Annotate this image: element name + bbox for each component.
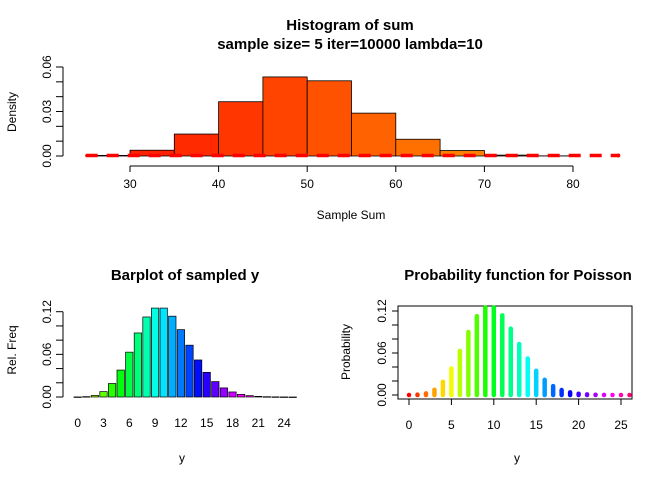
barplot-bar <box>185 344 194 398</box>
histogram-subtitle: sample size= 5 iter=10000 lambda=10 <box>217 36 483 53</box>
barplot-bar <box>168 315 177 398</box>
barplot-bar <box>151 307 160 398</box>
y-tick-label: 0.00 <box>375 383 389 407</box>
x-tick-label: 70 <box>478 177 492 191</box>
poisson-panel: Probability function for Poisson 0 5 10 15 2… <box>339 267 633 465</box>
histogram-title: Histogram of sum <box>286 17 414 34</box>
poisson-y-label: Probability <box>339 324 353 380</box>
barplot-bar <box>245 395 254 398</box>
barplot-bar <box>280 396 289 398</box>
x-tick-label: 15 <box>200 416 214 430</box>
barplot-bar <box>142 316 151 398</box>
barplot-y-label: Rel. Freq <box>5 325 19 374</box>
x-tick-label: 0 <box>406 418 413 432</box>
x-tick-label: 6 <box>126 416 133 430</box>
barplot-bar <box>116 369 125 398</box>
barplot-bar <box>211 381 220 398</box>
histogram-x-label: Sample Sum <box>317 208 386 222</box>
x-tick-label: 21 <box>252 416 266 430</box>
x-tick-label: 50 <box>301 177 315 191</box>
x-tick-label: 9 <box>152 416 159 430</box>
barplot-x-axis: 0 3 6 9 12 15 18 21 24 <box>74 416 291 430</box>
x-tick-label: 60 <box>389 177 403 191</box>
x-tick-label: 25 <box>614 418 628 432</box>
y-tick-label: 0.06 <box>40 342 54 366</box>
barplot-bar <box>194 359 203 398</box>
histogram-bar <box>218 101 264 157</box>
barplot-bar <box>82 396 91 398</box>
density-endpoint <box>616 153 621 158</box>
barplot-panel: Barplot of sampled y 0 3 6 9 12 15 18 21 24 0.00… <box>5 267 297 465</box>
y-tick-label: 0.00 <box>40 385 54 409</box>
histogram-panel: Histogram of sum sample size= 5 iter=100… <box>5 17 621 222</box>
x-tick-label: 10 <box>487 418 501 432</box>
barplot-bar <box>271 396 280 398</box>
y-tick-label: 0.00 <box>40 144 54 168</box>
poisson-title: Probability function for Poisson <box>404 267 632 284</box>
barplot-bar <box>73 396 82 398</box>
barplot-title: Barplot of sampled y <box>111 267 260 284</box>
histogram-bar <box>439 150 485 157</box>
x-tick-label: 80 <box>566 177 580 191</box>
barplot-bar <box>288 396 297 398</box>
barplot-bars <box>73 307 297 398</box>
histogram-bar <box>351 112 397 157</box>
poisson-y-axis: 0.00 0.06 0.12 <box>375 299 399 407</box>
poisson-plot-box <box>397 305 633 400</box>
poisson-x-label: y <box>514 451 520 465</box>
x-tick-label: 12 <box>174 416 188 430</box>
y-tick-label: 0.12 <box>375 299 389 323</box>
barplot-y-axis: 0.00 0.06 0.12 <box>40 300 64 409</box>
x-tick-label: 15 <box>530 418 544 432</box>
barplot-bar <box>202 371 211 398</box>
x-tick-label: 24 <box>277 416 291 430</box>
histogram-y-label: Density <box>5 92 19 132</box>
histogram-bar <box>395 138 441 157</box>
barplot-bar <box>108 383 117 398</box>
barplot-x-label: y <box>179 451 185 465</box>
x-tick-label: 30 <box>123 177 137 191</box>
y-tick-label: 0.06 <box>40 55 54 79</box>
x-tick-label: 0 <box>74 416 81 430</box>
x-tick-label: 18 <box>226 416 240 430</box>
barplot-bar <box>176 329 185 398</box>
barplot-bar <box>90 395 99 398</box>
histogram-overlay <box>85 153 621 158</box>
barplot-bar <box>228 391 237 398</box>
histogram-bars <box>85 76 574 157</box>
barplot-bar <box>159 307 168 398</box>
histogram-x-axis: 30 40 50 60 70 80 <box>123 165 580 191</box>
barplot-bar <box>237 394 246 398</box>
barplot-bar <box>262 396 271 398</box>
x-tick-label: 40 <box>212 177 226 191</box>
histogram-bar <box>173 133 220 157</box>
barplot-bar <box>219 387 228 398</box>
y-tick-label: 0.06 <box>375 341 389 365</box>
barplot-bar <box>133 332 142 398</box>
barplot-bar <box>125 351 134 398</box>
x-tick-label: 20 <box>572 418 586 432</box>
x-tick-label: 5 <box>448 418 455 432</box>
y-tick-label: 0.03 <box>40 99 54 123</box>
histogram-y-axis: 0.00 0.03 0.06 <box>40 55 64 168</box>
y-tick-label: 0.12 <box>40 300 54 324</box>
histogram-bar <box>306 80 352 157</box>
x-tick-label: 3 <box>100 416 107 430</box>
poisson-x-axis: 0 5 10 15 20 25 <box>406 398 628 432</box>
poisson-stems <box>406 305 632 398</box>
barplot-bar <box>99 391 108 398</box>
histogram-bar <box>262 76 308 157</box>
barplot-bar <box>254 396 263 398</box>
